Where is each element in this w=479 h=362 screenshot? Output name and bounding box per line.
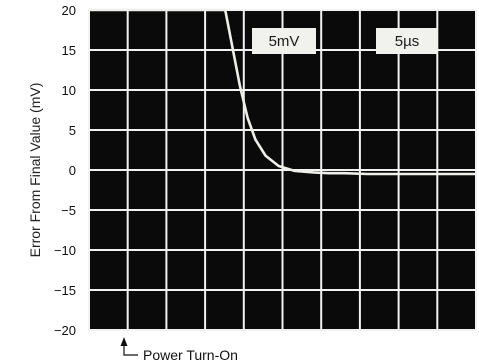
y-tick-labels: 20 15 10 5 0 −5 −10 −15 −20 [54,3,76,338]
y-tick-label: 15 [62,43,76,58]
trace-group [87,8,478,176]
y-tick-label: −10 [54,243,76,258]
volts-per-div-badge [252,28,316,54]
y-tick-label: −20 [54,323,76,338]
power-turn-on-label: Power Turn-On [143,347,238,362]
y-tick-label: 10 [62,83,76,98]
y-tick-label: −15 [54,283,76,298]
time-per-div-label: 5µs [395,33,420,50]
y-tick-label: 20 [62,3,76,18]
grid [88,9,477,331]
time-per-div-badge [376,28,438,54]
y-tick-label: 5 [69,123,76,138]
y-tick-label: 0 [69,163,76,178]
annotation-leader-line [123,344,138,356]
volts-per-div-label: 5mV [269,33,300,50]
arrow-up-icon [120,337,128,346]
power-turn-on-marker: Power Turn-On [120,337,238,362]
y-axis-title: Error From Final Value (mV) [27,83,43,258]
settling-trace [87,8,478,176]
y-tick-label: −5 [61,203,76,218]
